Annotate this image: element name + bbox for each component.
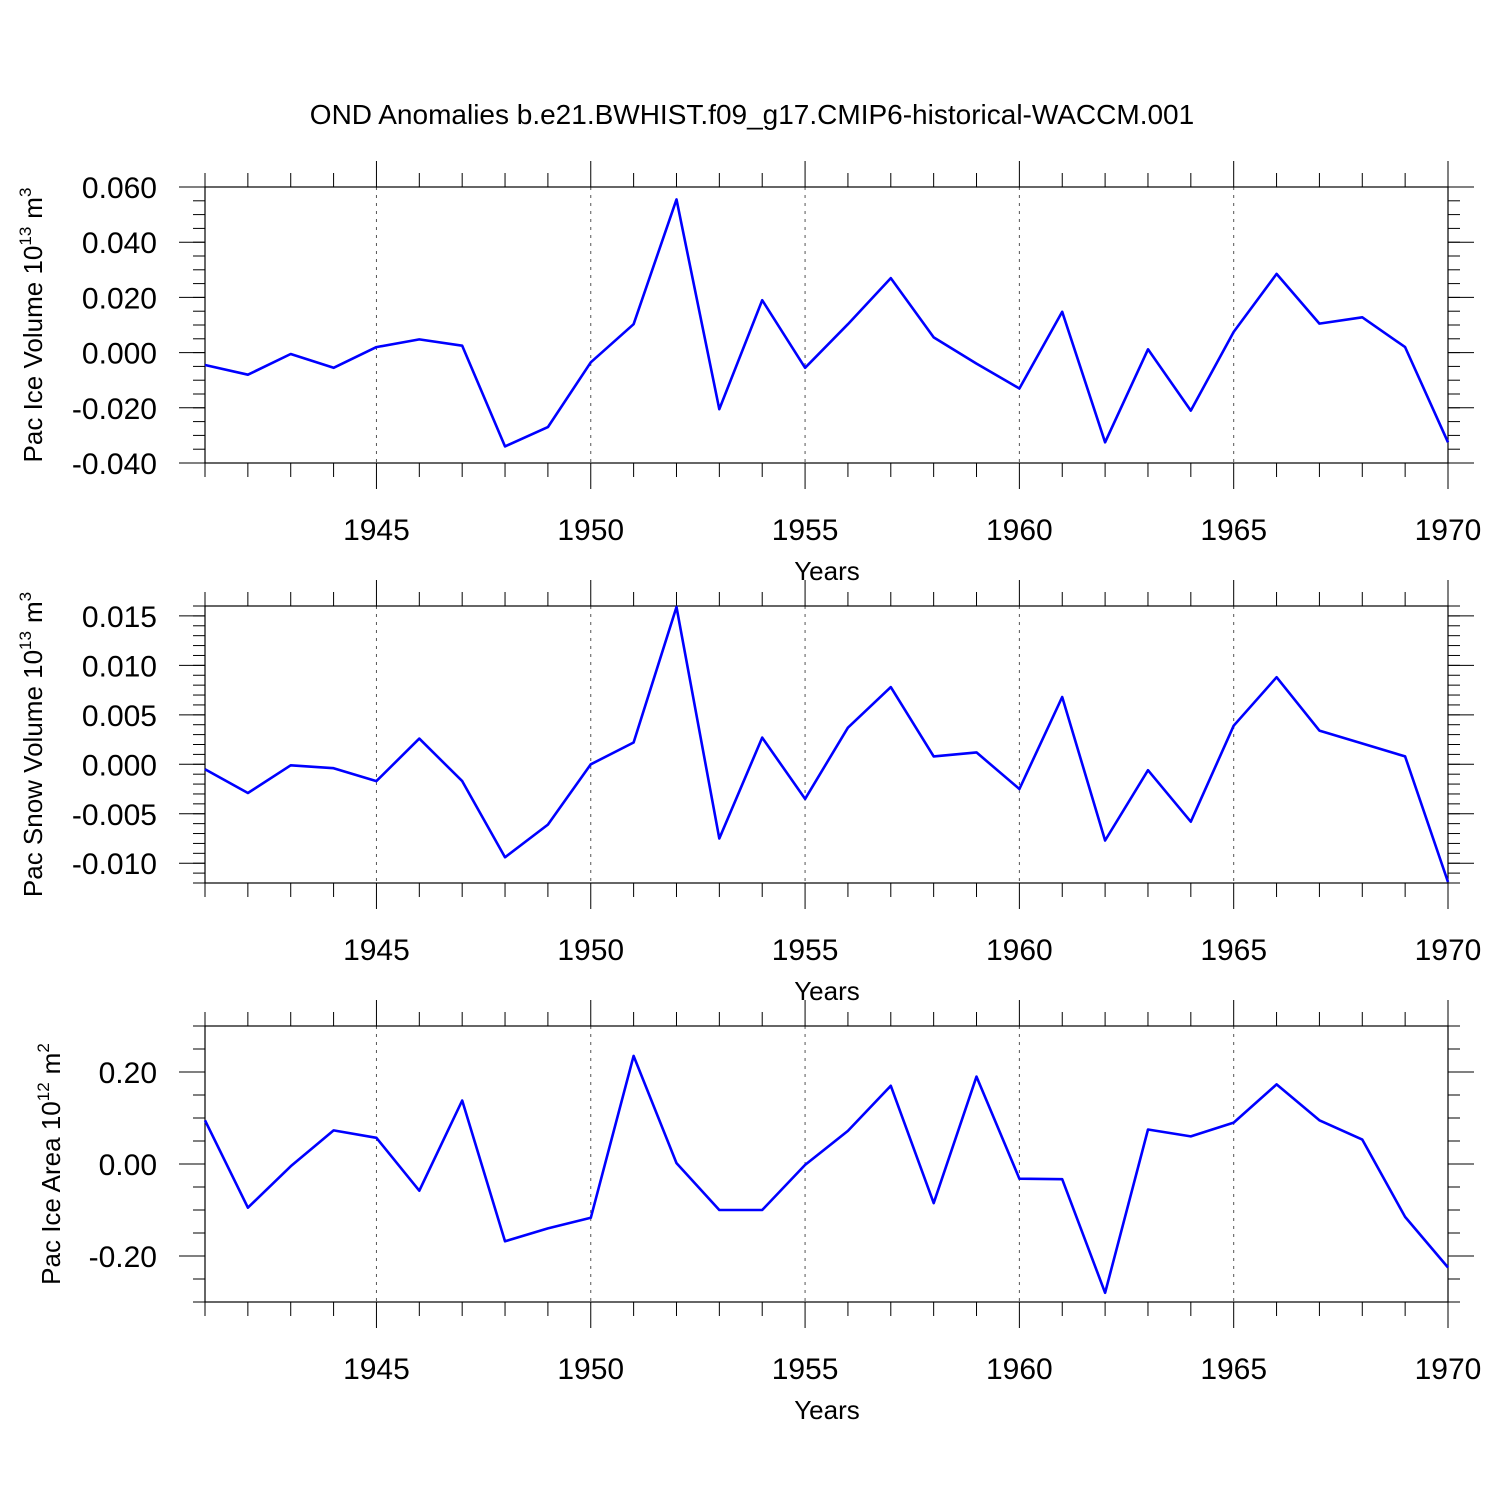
- plot-frame: [204, 1025, 1449, 1303]
- x-tick-label: 1970: [1415, 1353, 1482, 1386]
- series-line: [204, 198, 1450, 448]
- x-tick-label: 1950: [557, 1353, 624, 1386]
- y-tick-label: 0.020: [82, 282, 157, 315]
- y-axis-label-exponent: 13: [16, 227, 35, 246]
- x-tick-label: 1950: [557, 514, 624, 547]
- y-tick-label: 0.000: [82, 338, 157, 371]
- y-axis-label-unit-exponent: 3: [16, 592, 35, 601]
- x-tick-label: 1970: [1415, 934, 1482, 967]
- chart-title: OND Anomalies b.e21.BWHIST.f09_g17.CMIP6…: [310, 99, 1194, 130]
- y-tick-label: -0.010: [72, 848, 157, 881]
- x-axis-label: Years: [794, 1395, 860, 1425]
- x-tick-label: 1955: [772, 1353, 839, 1386]
- x-axis-label: Years: [794, 976, 860, 1006]
- x-tick-label: 1970: [1415, 514, 1482, 547]
- y-axis-label-unit: m: [36, 1053, 66, 1075]
- y-tick-label: 0.040: [82, 227, 157, 260]
- y-tick-label: 0.20: [99, 1057, 157, 1090]
- x-axis-label: Years: [794, 556, 860, 586]
- x-tick-label: 1945: [343, 514, 410, 547]
- y-axis-label-exponent: 12: [34, 1082, 53, 1101]
- x-tick-label: 1965: [1200, 934, 1267, 967]
- x-tick-label: 1945: [343, 1353, 410, 1386]
- x-tick-label: 1960: [986, 514, 1053, 547]
- y-axis-label: Pac Ice Area 1012 m2: [34, 1043, 66, 1285]
- y-tick-label: -0.20: [89, 1241, 157, 1274]
- y-axis-label-unit-exponent: 3: [16, 188, 35, 197]
- plot-frame: [204, 186, 1449, 464]
- y-tick-label: 0.010: [82, 650, 157, 683]
- y-tick-label: 0.000: [82, 749, 157, 782]
- y-tick-label: -0.005: [72, 799, 157, 832]
- chart-panels: -0.040 -0.020 0.000 0.020 0.040 0.060 1945 1950…: [16, 161, 1481, 1425]
- x-tick-label: 1965: [1200, 514, 1267, 547]
- y-axis-label-exponent: 13: [16, 631, 35, 650]
- plot-frame: [204, 605, 1449, 884]
- chart-panel-3: -0.20 0.00 0.20 1945 1950 1955 1960 1965 1970 Yea…: [34, 1000, 1481, 1425]
- y-axis-label-unit: m: [18, 601, 48, 623]
- y-axis-label-text: Pac Snow Volume 10: [18, 650, 48, 897]
- chart-panel-2: -0.010 -0.005 0.000 0.005 0.010 0.015 1945 1950…: [16, 580, 1481, 1006]
- x-tick-label: 1945: [343, 934, 410, 967]
- y-tick-label: -0.020: [72, 393, 157, 426]
- chart-panel-1: -0.040 -0.020 0.000 0.020 0.040 0.060 1945 1950…: [16, 161, 1481, 586]
- x-tick-label: 1965: [1200, 1353, 1267, 1386]
- y-axis-label-text: Pac Ice Volume 10: [18, 246, 48, 463]
- y-tick-label: 0.060: [82, 172, 157, 205]
- y-axis-label: Pac Snow Volume 1013 m3: [16, 592, 48, 897]
- x-tick-label: 1955: [772, 514, 839, 547]
- y-axis-label: Pac Ice Volume 1013 m3: [16, 188, 48, 463]
- x-tick-label: 1955: [772, 934, 839, 967]
- y-axis-label-unit-exponent: 2: [34, 1043, 53, 1052]
- y-axis-label-unit: m: [18, 197, 48, 219]
- y-tick-label: 0.00: [99, 1149, 157, 1182]
- x-tick-label: 1960: [986, 1353, 1053, 1386]
- x-tick-label: 1950: [557, 934, 624, 967]
- y-tick-label: 0.005: [82, 700, 157, 733]
- x-tick-label: 1960: [986, 934, 1053, 967]
- series-line: [204, 605, 1450, 883]
- series-line: [203, 1054, 1449, 1295]
- y-tick-label: 0.015: [82, 601, 157, 634]
- y-axis-label-text: Pac Ice Area 10: [36, 1101, 66, 1285]
- y-tick-label: -0.040: [72, 448, 157, 481]
